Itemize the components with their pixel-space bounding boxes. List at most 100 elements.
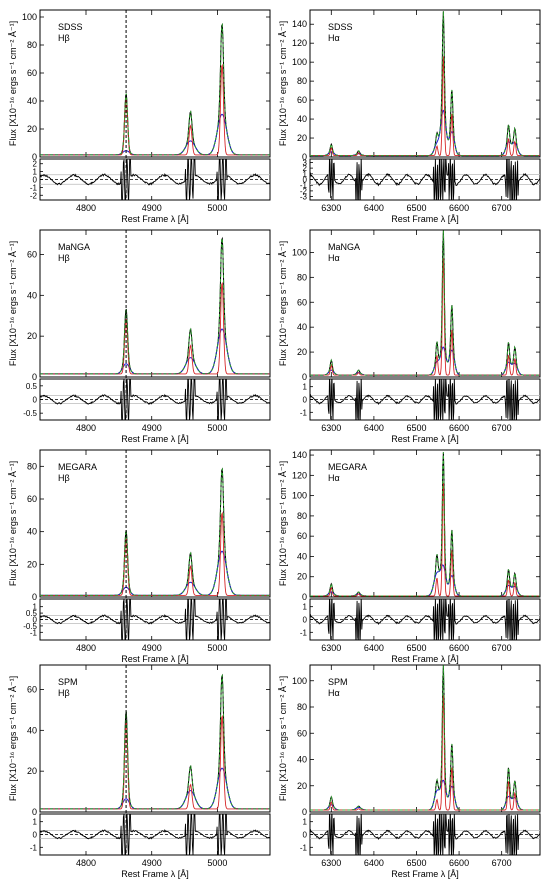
y-tick-label: 20 [297, 781, 307, 791]
residual-curve [40, 159, 270, 200]
y-tick-label: 40 [297, 551, 307, 561]
x-tick-label: 6700 [492, 643, 512, 653]
main-frame [39, 229, 271, 378]
res-y-tick-label: -1 [300, 628, 308, 637]
y-axis-label: Flux [X10⁻¹⁶ ergs s⁻¹ cm⁻² Å⁻¹] [8, 676, 18, 801]
y-axis-label: Flux [X10⁻¹⁶ ergs s⁻¹ cm⁻² Å⁻¹] [278, 241, 288, 366]
residual-curve [310, 159, 540, 200]
y-tick-label: 120 [292, 470, 307, 480]
panel-survey-label: MEGARA [328, 462, 367, 472]
broad-component [40, 113, 270, 156]
x-tick-label: 6700 [492, 203, 512, 213]
x-tick-label: 6300 [321, 858, 341, 868]
total-fit [40, 467, 270, 596]
y-tick-label: 80 [297, 702, 307, 712]
panel-survey-label: SDSS [328, 22, 353, 32]
x-tick-label: 6500 [406, 858, 426, 868]
res-y-tick-label: 1 [33, 168, 38, 177]
x-tick-label: 4900 [142, 423, 162, 433]
x-tick-label: 5000 [207, 203, 227, 213]
x-tick-label: 4800 [76, 643, 96, 653]
y-axis-label: Flux [X10⁻¹⁶ ergs s⁻¹ cm⁻² Å⁻¹] [278, 21, 288, 146]
y-tick-label: 20 [297, 572, 307, 582]
res-y-tick-label: 0 [303, 396, 308, 405]
y-tick-label: 40 [27, 290, 37, 300]
total-fit [40, 673, 270, 810]
y-tick-label: 0 [302, 152, 307, 162]
y-axis-label: Flux [X10⁻¹⁶ ergs s⁻¹ cm⁻² Å⁻¹] [278, 676, 288, 801]
x-tick-label: 4900 [142, 203, 162, 213]
y-tick-label: 20 [27, 124, 37, 134]
x-tick-label: 5000 [207, 858, 227, 868]
main-frame [309, 9, 541, 158]
total-fit [310, 665, 540, 811]
data-spectrum [310, 665, 540, 811]
y-axis-label: Flux [X10⁻¹⁶ ergs s⁻¹ cm⁻² Å⁻¹] [8, 241, 18, 366]
x-tick-label: 6600 [449, 858, 469, 868]
y-tick-label: 0 [32, 152, 37, 162]
res-y-tick-label: -2 [300, 187, 308, 196]
y-tick-label: 20 [27, 766, 37, 776]
x-tick-label: 6400 [364, 643, 384, 653]
panel-megara-halpha: 0 20 40 60 80 100 120 140 6300 6400 6500 6600 6700 -1… [278, 449, 541, 664]
panel-survey-label: SPM [328, 677, 348, 687]
y-tick-label: 0 [32, 807, 37, 817]
y-tick-label: 60 [27, 250, 37, 260]
y-tick-label: 80 [297, 511, 307, 521]
res-y-tick-label: 1 [33, 818, 38, 827]
broad-component [310, 109, 540, 157]
broad-component [310, 779, 540, 811]
x-tick-label: 6600 [449, 423, 469, 433]
panel-survey-label: SPM [58, 677, 78, 687]
res-y-tick-label: 0 [303, 831, 308, 840]
narrow-component [40, 714, 270, 810]
res-y-tick-label: 1 [33, 603, 38, 612]
y-tick-label: 60 [27, 494, 37, 504]
panel-survey-label: MEGARA [58, 462, 97, 472]
y-tick-label: 60 [297, 297, 307, 307]
narrow-component [40, 281, 270, 375]
narrow-component [310, 482, 540, 597]
x-tick-label: 6400 [364, 858, 384, 868]
res-y-tick-label: 0 [33, 616, 38, 625]
x-axis-label: Rest Frame λ [Å] [121, 214, 189, 224]
y-tick-label: 40 [297, 322, 307, 332]
x-tick-label: 4900 [142, 858, 162, 868]
total-fit [310, 452, 540, 597]
y-tick-label: 20 [27, 559, 37, 569]
broad-component [310, 564, 540, 597]
res-y-tick-label: 1 [303, 170, 308, 179]
x-tick-label: 6700 [492, 858, 512, 868]
panel-survey-label: MaNGA [58, 242, 90, 252]
res-y-tick-label: -1 [30, 183, 38, 192]
res-y-tick-label: 2 [33, 160, 38, 169]
main-frame [309, 664, 541, 813]
residual-curve [310, 599, 540, 640]
total-fit [310, 230, 540, 376]
y-tick-label: 40 [27, 725, 37, 735]
res-y-tick-label: 1 [303, 383, 308, 392]
data-spectrum [40, 467, 270, 596]
narrow-component [310, 694, 540, 811]
total-fit [40, 23, 270, 156]
res-y-tick-label: -1 [300, 408, 308, 417]
main-frame [309, 449, 541, 598]
y-tick-label: 0 [302, 807, 307, 817]
panel-line-label: Hα [328, 253, 340, 263]
x-tick-label: 6500 [406, 423, 426, 433]
narrow-component [310, 258, 540, 376]
y-tick-label: 140 [292, 19, 307, 29]
res-y-tick-label: -2 [30, 191, 38, 200]
broad-component [40, 550, 270, 596]
y-tick-label: 40 [297, 755, 307, 765]
res-y-tick-label: 0.5 [26, 382, 38, 391]
res-y-tick-label: 0 [33, 396, 38, 405]
y-tick-label: 80 [27, 40, 37, 50]
y-tick-label: 0 [32, 592, 37, 602]
panel-line-label: Hα [328, 688, 340, 698]
residual-curve [40, 814, 270, 855]
residual-curve [310, 814, 540, 855]
